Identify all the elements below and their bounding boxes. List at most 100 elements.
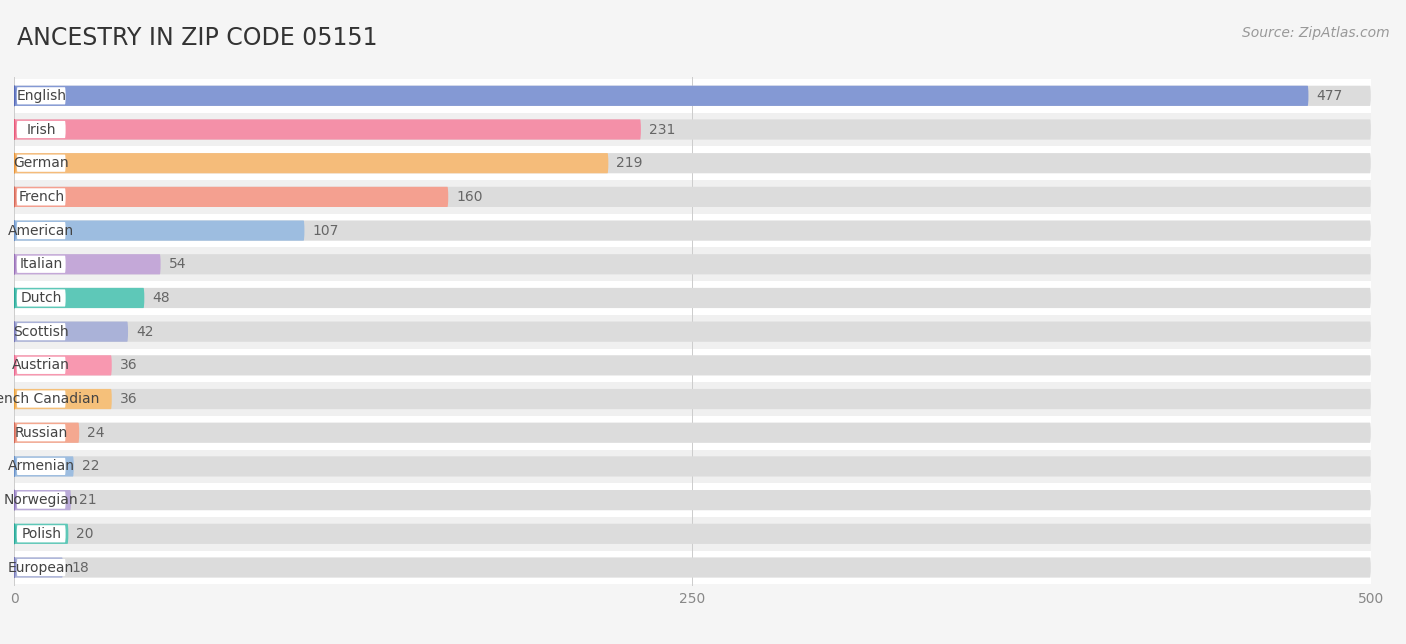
FancyBboxPatch shape — [14, 355, 1371, 375]
FancyBboxPatch shape — [14, 389, 111, 409]
FancyBboxPatch shape — [14, 483, 1371, 517]
Circle shape — [13, 524, 15, 544]
Circle shape — [13, 457, 15, 477]
FancyBboxPatch shape — [14, 281, 1371, 315]
Text: Austrian: Austrian — [13, 358, 70, 372]
FancyBboxPatch shape — [14, 180, 1371, 214]
FancyBboxPatch shape — [14, 119, 641, 140]
FancyBboxPatch shape — [14, 348, 1371, 382]
FancyBboxPatch shape — [14, 450, 1371, 483]
FancyBboxPatch shape — [14, 220, 305, 241]
FancyBboxPatch shape — [14, 389, 1371, 409]
FancyBboxPatch shape — [14, 254, 1371, 274]
Text: 36: 36 — [120, 392, 138, 406]
Circle shape — [13, 254, 15, 274]
Text: 231: 231 — [650, 122, 675, 137]
FancyBboxPatch shape — [14, 422, 79, 443]
Text: French Canadian: French Canadian — [0, 392, 100, 406]
Text: 36: 36 — [120, 358, 138, 372]
FancyBboxPatch shape — [14, 119, 1371, 140]
FancyBboxPatch shape — [17, 155, 66, 172]
FancyBboxPatch shape — [17, 222, 66, 239]
FancyBboxPatch shape — [14, 187, 1371, 207]
Text: 477: 477 — [1316, 89, 1343, 103]
FancyBboxPatch shape — [17, 390, 66, 408]
FancyBboxPatch shape — [14, 490, 72, 510]
Text: 22: 22 — [82, 459, 100, 473]
Text: 42: 42 — [136, 325, 153, 339]
Text: ANCESTRY IN ZIP CODE 05151: ANCESTRY IN ZIP CODE 05151 — [17, 26, 377, 50]
FancyBboxPatch shape — [14, 153, 609, 173]
FancyBboxPatch shape — [17, 188, 66, 205]
Text: Irish: Irish — [27, 122, 56, 137]
Text: French: French — [18, 190, 65, 204]
FancyBboxPatch shape — [14, 315, 1371, 348]
Text: 18: 18 — [72, 560, 89, 574]
Circle shape — [13, 558, 15, 578]
FancyBboxPatch shape — [17, 424, 66, 441]
FancyBboxPatch shape — [17, 357, 66, 374]
FancyBboxPatch shape — [17, 256, 66, 273]
FancyBboxPatch shape — [14, 457, 73, 477]
FancyBboxPatch shape — [14, 558, 1371, 578]
FancyBboxPatch shape — [14, 146, 1371, 180]
FancyBboxPatch shape — [17, 87, 66, 104]
FancyBboxPatch shape — [14, 187, 449, 207]
FancyBboxPatch shape — [17, 289, 66, 307]
Text: Dutch: Dutch — [21, 291, 62, 305]
Text: 107: 107 — [312, 223, 339, 238]
FancyBboxPatch shape — [14, 220, 1371, 241]
FancyBboxPatch shape — [14, 321, 1371, 342]
FancyBboxPatch shape — [14, 490, 1371, 510]
Text: 219: 219 — [616, 156, 643, 170]
Text: Norwegian: Norwegian — [4, 493, 79, 507]
FancyBboxPatch shape — [14, 422, 1371, 443]
FancyBboxPatch shape — [14, 558, 63, 578]
FancyBboxPatch shape — [14, 153, 1371, 173]
Circle shape — [13, 220, 15, 241]
FancyBboxPatch shape — [17, 323, 66, 340]
FancyBboxPatch shape — [14, 288, 145, 308]
FancyBboxPatch shape — [14, 321, 128, 342]
Text: European: European — [8, 560, 75, 574]
FancyBboxPatch shape — [14, 86, 1309, 106]
Circle shape — [13, 119, 15, 140]
FancyBboxPatch shape — [17, 121, 66, 138]
FancyBboxPatch shape — [17, 458, 66, 475]
Circle shape — [13, 490, 15, 510]
FancyBboxPatch shape — [14, 382, 1371, 416]
Text: 48: 48 — [152, 291, 170, 305]
Text: 54: 54 — [169, 257, 186, 271]
Text: Armenian: Armenian — [7, 459, 75, 473]
Circle shape — [13, 153, 15, 173]
FancyBboxPatch shape — [14, 214, 1371, 247]
FancyBboxPatch shape — [17, 491, 66, 509]
FancyBboxPatch shape — [14, 247, 1371, 281]
FancyBboxPatch shape — [14, 517, 1371, 551]
Text: German: German — [14, 156, 69, 170]
Text: American: American — [8, 223, 75, 238]
FancyBboxPatch shape — [14, 551, 1371, 584]
Text: 21: 21 — [79, 493, 97, 507]
Text: Italian: Italian — [20, 257, 63, 271]
Circle shape — [13, 355, 15, 375]
Text: Polish: Polish — [21, 527, 62, 541]
Text: Source: ZipAtlas.com: Source: ZipAtlas.com — [1241, 26, 1389, 40]
FancyBboxPatch shape — [14, 355, 111, 375]
Circle shape — [13, 288, 15, 308]
Circle shape — [13, 321, 15, 342]
Circle shape — [13, 422, 15, 443]
FancyBboxPatch shape — [14, 86, 1371, 106]
Circle shape — [13, 389, 15, 409]
Text: 24: 24 — [87, 426, 105, 440]
Circle shape — [13, 86, 15, 106]
FancyBboxPatch shape — [14, 288, 1371, 308]
FancyBboxPatch shape — [17, 559, 66, 576]
FancyBboxPatch shape — [14, 416, 1371, 450]
Text: Russian: Russian — [14, 426, 67, 440]
Text: English: English — [17, 89, 66, 103]
FancyBboxPatch shape — [14, 254, 160, 274]
FancyBboxPatch shape — [14, 524, 1371, 544]
Text: 160: 160 — [457, 190, 482, 204]
Text: 20: 20 — [76, 527, 94, 541]
